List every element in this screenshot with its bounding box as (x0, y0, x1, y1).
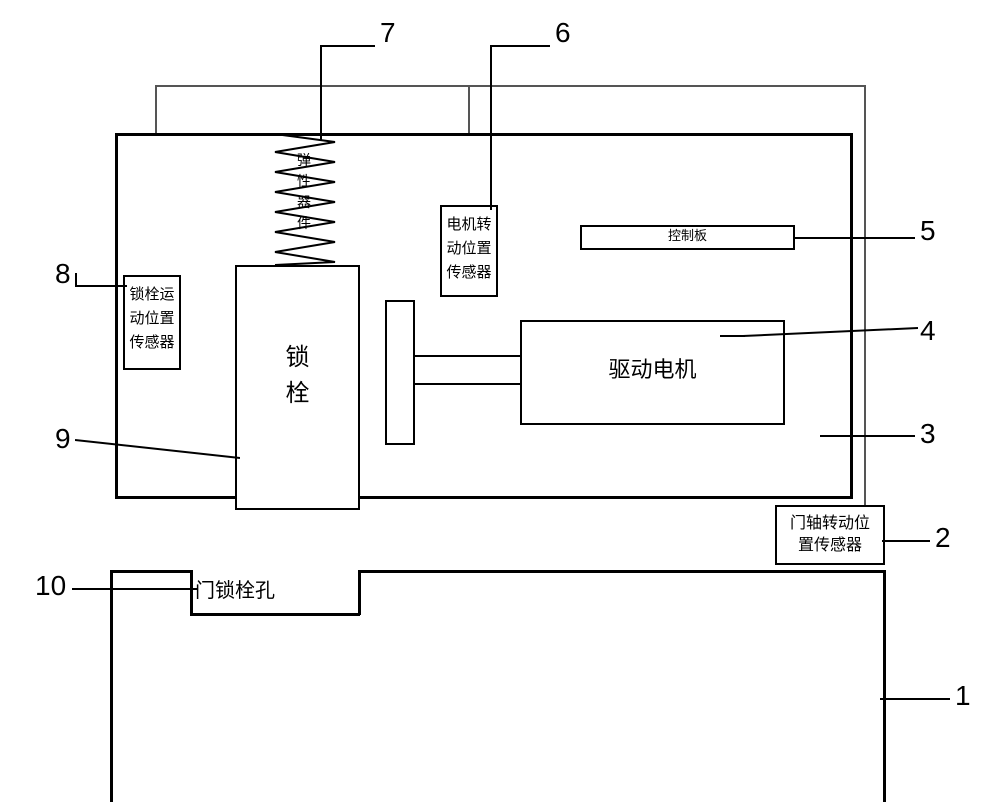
leader-4a (720, 335, 745, 337)
motor-shaft (405, 355, 520, 385)
cabinet-left (110, 570, 113, 802)
leader-2 (882, 540, 930, 542)
cabinet-top-right (358, 570, 885, 573)
leader-8v (75, 273, 77, 287)
housing-bottom-right (360, 496, 853, 499)
bolt-pos-sensor-label: 锁栓运 动位置 传感器 (123, 283, 181, 355)
leader-6h (490, 45, 550, 47)
wire-top-h (155, 85, 865, 87)
callout-8: 8 (55, 258, 71, 290)
callout-4: 4 (920, 315, 936, 347)
bolt-hole-right (358, 570, 361, 615)
bolt-hole-left (190, 570, 193, 615)
wire-right-v (864, 85, 866, 506)
cabinet-top-left (110, 570, 192, 573)
housing-bottom-left (115, 496, 235, 499)
leader-1 (880, 698, 950, 700)
bolt-hole-bottom (190, 613, 360, 616)
motor-disc (385, 300, 415, 445)
leader-4-diag (743, 326, 918, 339)
leader-10 (72, 588, 197, 590)
door-hinge-sensor-label: 门轴转动位 置传感器 (775, 513, 885, 558)
callout-3: 3 (920, 418, 936, 450)
leader-6 (490, 45, 492, 210)
callout-2: 2 (935, 522, 951, 554)
leader-8 (75, 285, 127, 287)
callout-10: 10 (35, 570, 66, 602)
bolt-hole-label: 门锁栓孔 (195, 580, 355, 602)
drive-motor-label: 驱动电机 (520, 358, 785, 382)
leader-7h (320, 45, 375, 47)
control-board-label: 控制板 (580, 229, 795, 243)
callout-9: 9 (55, 423, 71, 455)
cabinet-right (883, 570, 886, 802)
lock-bolt-label: 锁 栓 (235, 340, 360, 412)
diagram-canvas: 锁 栓 弹 性 器 件 锁栓运 动位置 传感器 电机转 动位置 传感器 控制板 … (0, 0, 1000, 802)
callout-1: 1 (955, 680, 971, 712)
spring-label: 弹 性 器 件 (292, 150, 316, 234)
leader-5 (793, 237, 915, 239)
leader-7 (320, 45, 322, 140)
callout-5: 5 (920, 215, 936, 247)
leader-3 (820, 435, 915, 437)
callout-7: 7 (380, 17, 396, 49)
motor-pos-sensor-label: 电机转 动位置 传感器 (440, 213, 498, 285)
callout-6: 6 (555, 17, 571, 49)
leader-9-diag (75, 438, 240, 460)
